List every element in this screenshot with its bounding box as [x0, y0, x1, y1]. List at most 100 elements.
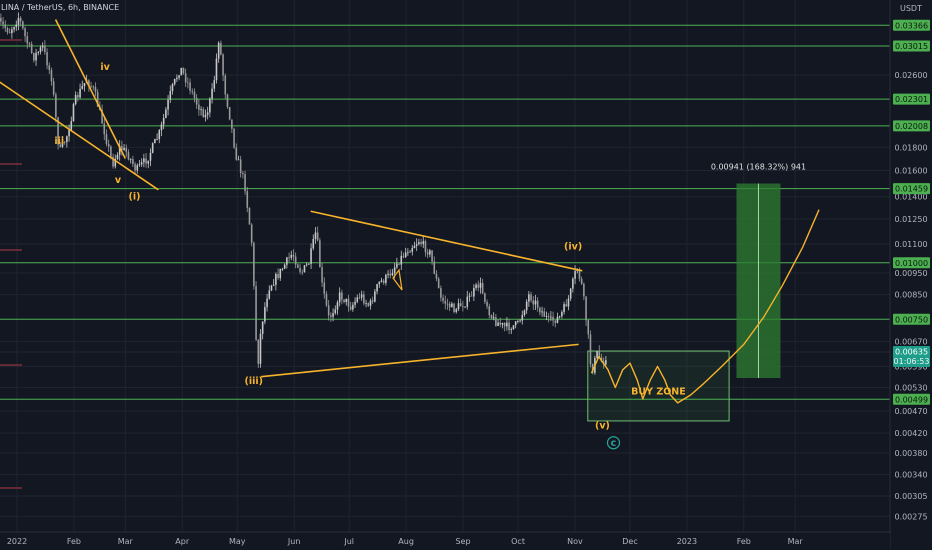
candle-body	[6, 28, 9, 33]
candle-body	[554, 320, 557, 323]
candle-body	[521, 315, 524, 321]
candle-body	[193, 91, 196, 99]
candle-body	[22, 21, 24, 29]
candle-body	[385, 274, 387, 283]
candle-body	[134, 164, 136, 171]
candle-body	[486, 301, 488, 307]
trendline[interactable]	[261, 343, 579, 378]
candle-body	[598, 351, 601, 358]
wave-label: (i)	[129, 192, 141, 203]
candle-body	[312, 238, 315, 249]
candle-body	[415, 244, 418, 246]
candle-body	[121, 145, 123, 151]
candle-body	[519, 320, 521, 322]
candle-body	[378, 281, 381, 285]
candle-body	[297, 264, 299, 268]
candle-body	[206, 112, 209, 115]
candle-body	[180, 67, 183, 76]
candle-body	[33, 52, 35, 61]
candle-body	[26, 36, 29, 44]
price-axis[interactable]: USDT 0.03015 0.02600 0.02301 0.02008 0.01800 0…	[891, 0, 932, 550]
price-level-badge-text: 0.02008	[895, 122, 928, 131]
candle-body	[59, 144, 62, 147]
projected-path[interactable]	[590, 209, 820, 404]
candle-body	[382, 280, 385, 283]
candle-body	[279, 268, 282, 279]
candle-body	[583, 283, 585, 297]
candle-body	[167, 99, 169, 110]
candle-body	[541, 311, 543, 313]
price-tick: 0.00380	[894, 449, 927, 458]
trendline[interactable]	[54, 19, 127, 159]
candle-body	[66, 136, 68, 143]
buy-zone-box[interactable]	[587, 350, 730, 422]
candle-body	[237, 159, 240, 161]
wave-label: (iv)	[564, 241, 582, 252]
price-level-badge[interactable]	[893, 313, 930, 325]
candle-body	[473, 288, 475, 297]
candle-body	[391, 272, 394, 276]
price-tick: 0.02600	[894, 71, 927, 80]
price-level-badge-text: 0.03015	[895, 42, 928, 51]
candle-body	[308, 263, 310, 265]
price-level-badge[interactable]	[893, 183, 930, 195]
candle-body	[191, 90, 194, 92]
candle-body	[497, 322, 499, 326]
price-level-badge[interactable]	[893, 120, 930, 132]
price-levels	[0, 24, 890, 400]
wave-label: iii	[54, 136, 64, 147]
candle-body	[365, 303, 367, 304]
candle-body	[149, 152, 152, 161]
candle-body	[70, 121, 73, 130]
trendline[interactable]	[310, 210, 583, 272]
candle-body	[253, 242, 255, 286]
candle-body	[231, 119, 233, 129]
candle-body	[585, 296, 587, 321]
candle-body	[349, 306, 352, 310]
price-level-badge[interactable]	[893, 40, 930, 52]
candle-body	[334, 309, 337, 314]
candle-body	[182, 67, 185, 74]
candle-body	[105, 134, 108, 144]
candle-body	[259, 333, 262, 364]
price-axis-currency: USDT	[900, 4, 922, 13]
time-tick: Jul	[343, 537, 354, 546]
candle-body	[591, 363, 594, 373]
candle-body	[35, 52, 37, 61]
time-tick: Aug	[398, 537, 414, 546]
price-level-badge[interactable]	[893, 257, 930, 269]
current-price-badge[interactable]	[893, 345, 930, 367]
price-level-badge[interactable]	[893, 19, 930, 31]
candle-body	[572, 278, 574, 289]
candle-body	[422, 241, 425, 245]
trendlines	[0, 19, 583, 378]
candle-body	[74, 95, 77, 105]
candle-body	[374, 291, 376, 302]
candle-body	[178, 75, 180, 78]
wave-c-label: c	[611, 438, 617, 449]
candle-body	[341, 292, 343, 300]
price-level-badge[interactable]	[893, 393, 930, 405]
time-tick: Feb	[737, 537, 751, 546]
candle-body	[110, 146, 112, 157]
candle-body	[48, 65, 51, 70]
time-axis[interactable]: 2022 Feb Mar Apr May Jun Jul Aug Sep Oct Nov Dec 202…	[0, 533, 890, 550]
candle-body	[270, 285, 273, 291]
candle-body	[400, 255, 403, 265]
candle-body	[503, 322, 506, 327]
candle-body	[50, 69, 53, 82]
symbol-title: LINA / TetherUS, 6h, BINANCE	[1, 3, 119, 12]
candle-body	[358, 297, 361, 299]
price-tick: 0.01250	[894, 215, 927, 224]
candle-body	[101, 109, 103, 124]
candle-body	[11, 29, 13, 34]
price-level-badge[interactable]	[893, 93, 930, 105]
small-triangle-pattern	[392, 268, 403, 291]
wave-c-circle	[606, 436, 621, 450]
candle-body	[464, 306, 466, 308]
trendline[interactable]	[0, 79, 159, 191]
candle-body	[204, 114, 207, 118]
candle-body	[136, 165, 139, 171]
candle-body	[523, 310, 526, 316]
